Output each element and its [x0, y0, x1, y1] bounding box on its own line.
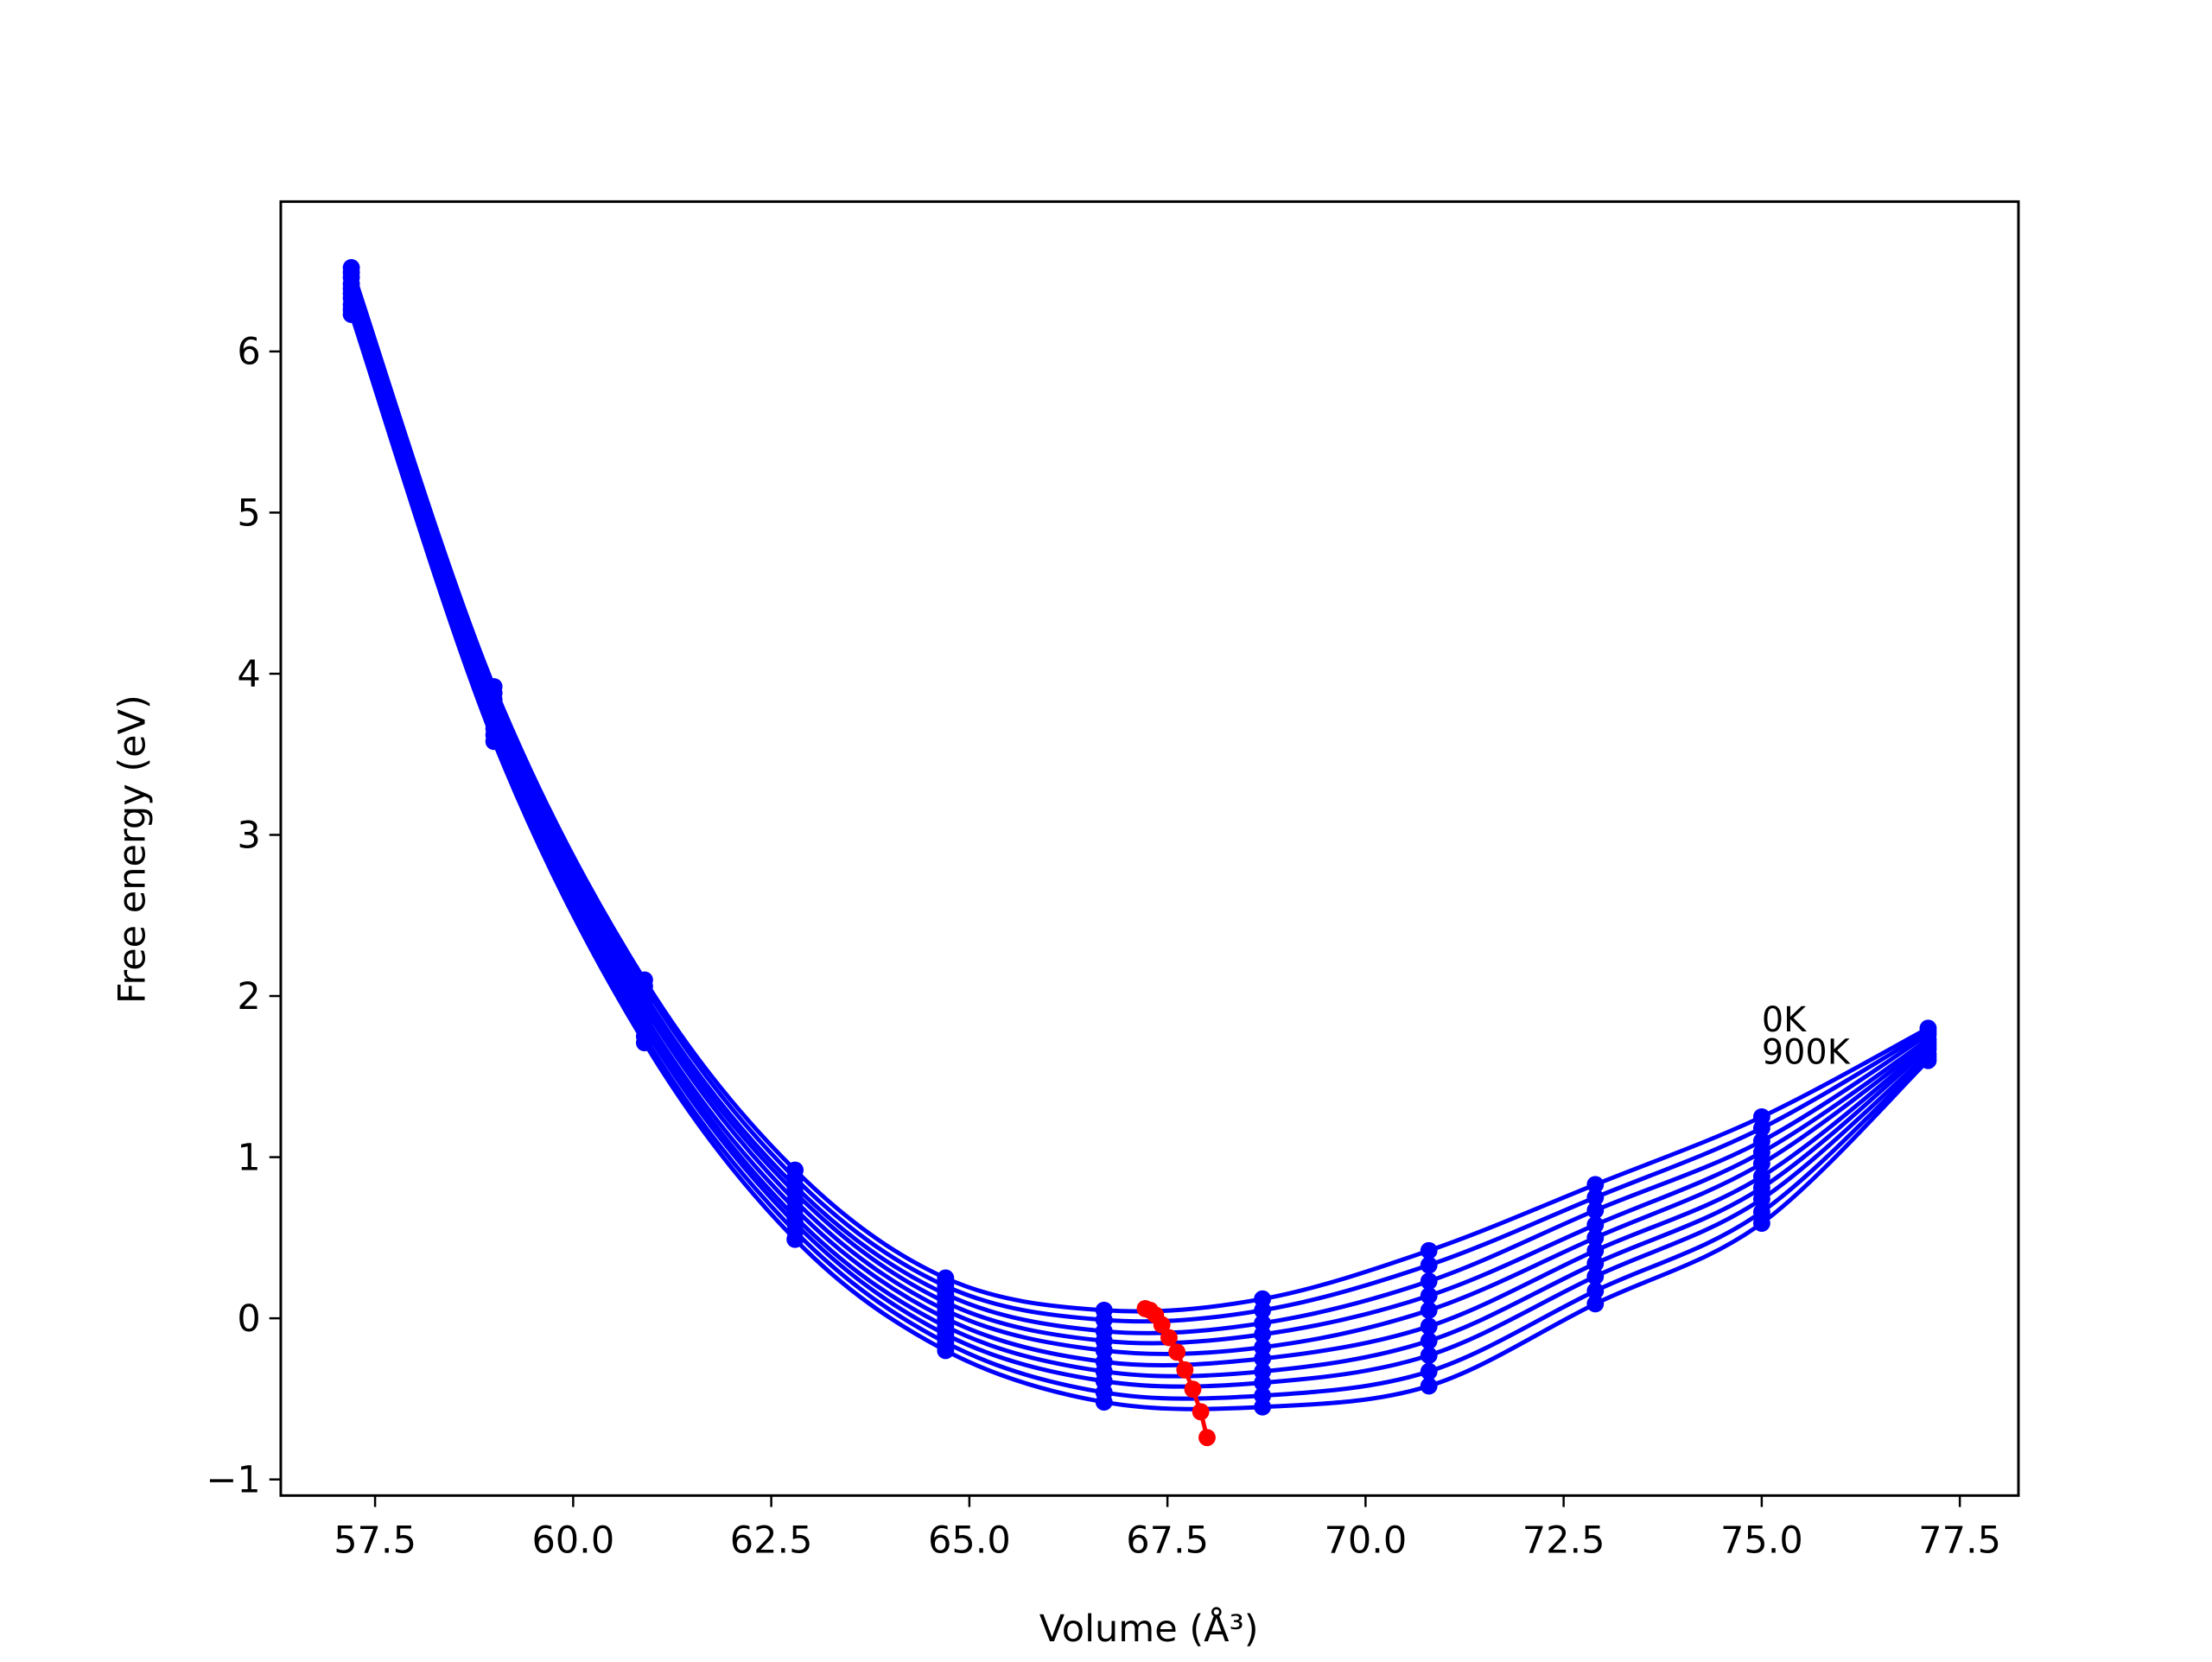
point [1586, 1241, 1605, 1259]
point [1420, 1347, 1438, 1364]
curve [349, 303, 1930, 1389]
point [342, 306, 360, 323]
y-tick-label: 5 [237, 492, 260, 535]
point [1254, 1325, 1272, 1343]
minimum-point [1153, 1316, 1171, 1334]
y-tick-label: 0 [237, 1297, 260, 1341]
point [1254, 1349, 1272, 1367]
x-tick-label: 60.0 [531, 1519, 614, 1563]
point [635, 1034, 653, 1052]
x-tick-label: 75.0 [1720, 1519, 1803, 1563]
annotation: 0K [1762, 1000, 1807, 1040]
curve [349, 297, 1930, 1379]
x-tick-label: 72.5 [1522, 1519, 1605, 1563]
curve [349, 271, 1929, 1324]
curve [349, 308, 1930, 1401]
annotation: 900K [1762, 1032, 1851, 1072]
point [1919, 1051, 1937, 1069]
point [937, 1342, 955, 1360]
point [1420, 1317, 1438, 1335]
point [1752, 1190, 1770, 1208]
point [1254, 1373, 1272, 1392]
y-tick-label: 4 [237, 653, 260, 696]
point [485, 733, 503, 751]
x-tick-label: 65.0 [928, 1519, 1011, 1563]
curve [349, 314, 1930, 1411]
x-tick-label: 57.5 [334, 1519, 416, 1563]
point [1420, 1287, 1438, 1304]
y-axis-label: Free energy (eV) [111, 695, 155, 1004]
point [1586, 1267, 1605, 1285]
point [1586, 1176, 1605, 1194]
x-tick-label: 77.5 [1918, 1519, 2001, 1563]
minimum-point [1168, 1343, 1186, 1361]
point [1420, 1272, 1438, 1291]
point [1420, 1377, 1438, 1395]
minimum-point [1176, 1361, 1194, 1379]
x-tick-label: 62.5 [730, 1519, 813, 1563]
point [1586, 1254, 1605, 1272]
point [1586, 1282, 1605, 1300]
point [1752, 1155, 1770, 1172]
point [1420, 1362, 1438, 1380]
point [1586, 1215, 1605, 1234]
minimum-point [1192, 1403, 1210, 1421]
curve [349, 267, 1929, 1314]
point [1586, 1228, 1605, 1246]
point [1586, 1189, 1605, 1207]
point [1254, 1301, 1272, 1319]
plot-frame [279, 200, 2020, 1497]
point [1586, 1295, 1605, 1313]
point [1420, 1256, 1438, 1274]
y-tick-label: 2 [237, 975, 260, 1018]
y-tick-label: 6 [237, 331, 260, 374]
y-tick-label: 3 [237, 814, 260, 857]
point [1254, 1398, 1272, 1416]
minimum-point [1160, 1329, 1178, 1347]
point [1420, 1241, 1438, 1259]
curve [349, 276, 1929, 1335]
point [1420, 1301, 1438, 1319]
x-tick-label: 67.5 [1126, 1519, 1209, 1563]
y-tick-label: −1 [206, 1459, 260, 1502]
point [1752, 1120, 1770, 1137]
curve [349, 288, 1929, 1356]
point [1586, 1202, 1605, 1220]
minimum-point [1184, 1380, 1202, 1399]
curve [349, 282, 1929, 1346]
curve [349, 292, 1929, 1367]
point [1420, 1332, 1438, 1350]
point [1752, 1215, 1770, 1232]
minimum-point [1198, 1429, 1216, 1447]
point [1095, 1393, 1113, 1411]
x-tick-label: 70.0 [1324, 1519, 1407, 1563]
point [786, 1230, 804, 1248]
x-axis-label: Volume (Å³) [1039, 1607, 1259, 1651]
y-tick-label: 1 [237, 1136, 260, 1179]
